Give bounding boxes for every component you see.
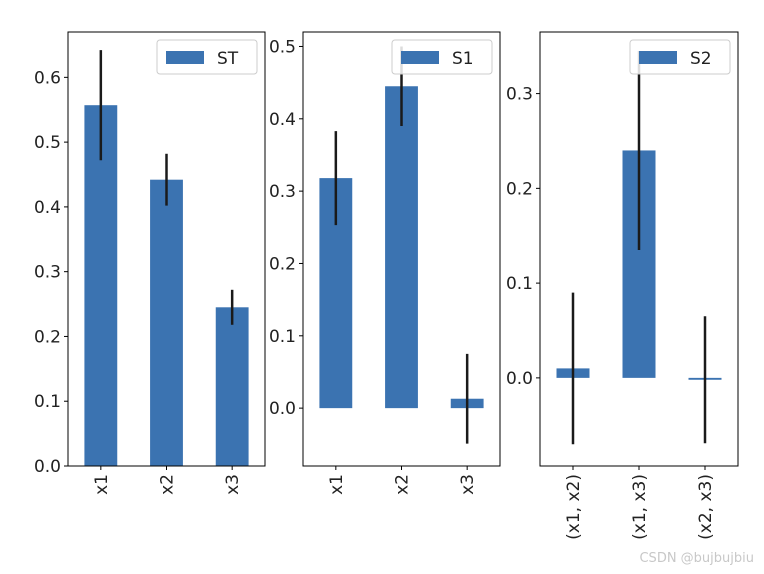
subplot-3: 0.0 0.1 0.2 0.3 (x1, x2) (x1, x3) (x2, x3) S2: [506, 31, 739, 540]
x-tick-label: x2: [393, 474, 413, 495]
legend-box: [156, 39, 258, 75]
x-tick-label: x3: [223, 474, 243, 495]
y-tick-label: 0.0: [506, 369, 533, 389]
bar-2: [385, 86, 418, 409]
bar-1: [84, 105, 118, 466]
x-tick-label: x1: [92, 474, 112, 495]
y-tick-label: 0.2: [269, 254, 296, 274]
x-tick-label: x1: [327, 474, 347, 495]
legend-label: S1: [452, 49, 474, 69]
y-tick-label: 0.3: [506, 85, 533, 105]
legend-swatch: [166, 51, 204, 64]
legend-swatch: [639, 51, 677, 64]
y-tick-label: 0.2: [34, 327, 61, 347]
x-tick-label: x2: [158, 474, 178, 495]
legend-swatch: [401, 51, 439, 64]
watermark: CSDN @bujbujbiu: [639, 551, 754, 566]
legend-box: [629, 39, 731, 75]
legend-box: [391, 39, 493, 75]
bar-3: [215, 307, 249, 466]
y-tick-label: 0.5: [269, 37, 296, 57]
x-tick-label: x3: [458, 474, 478, 495]
y-tick-label: 0.6: [34, 68, 61, 88]
y-tick-label: 0.4: [269, 110, 296, 130]
x-tick-label: (x2, x3): [696, 474, 716, 540]
subplot-2: 0.0 0.1 0.2 0.3 0.4 0.5 x1 x2 x3 S1: [269, 31, 501, 495]
y-tick-label: 0.3: [269, 182, 296, 202]
y-tick-label: 0.2: [506, 179, 533, 199]
y-tick-label: 0.1: [269, 327, 296, 347]
bar-2: [150, 179, 183, 466]
y-tick-label: 0.1: [506, 274, 533, 294]
y-tick-label: 0.0: [269, 399, 296, 419]
legend-label: S2: [690, 49, 712, 69]
y-tick-label: 0.5: [34, 133, 61, 153]
y-tick-label: 0.4: [34, 198, 61, 218]
y-tick-label: 0.0: [34, 457, 61, 477]
y-tick-label: 0.1: [34, 392, 61, 412]
y-tick-label: 0.3: [34, 263, 61, 283]
x-tick-label: (x1, x3): [630, 474, 650, 540]
x-tick-label: (x1, x2): [564, 474, 584, 540]
subplot-1: 0.0 0.1 0.2 0.3 0.4 0.5 0.6 x1 x2 x3 ST: [34, 31, 266, 495]
legend-label: ST: [217, 49, 239, 69]
